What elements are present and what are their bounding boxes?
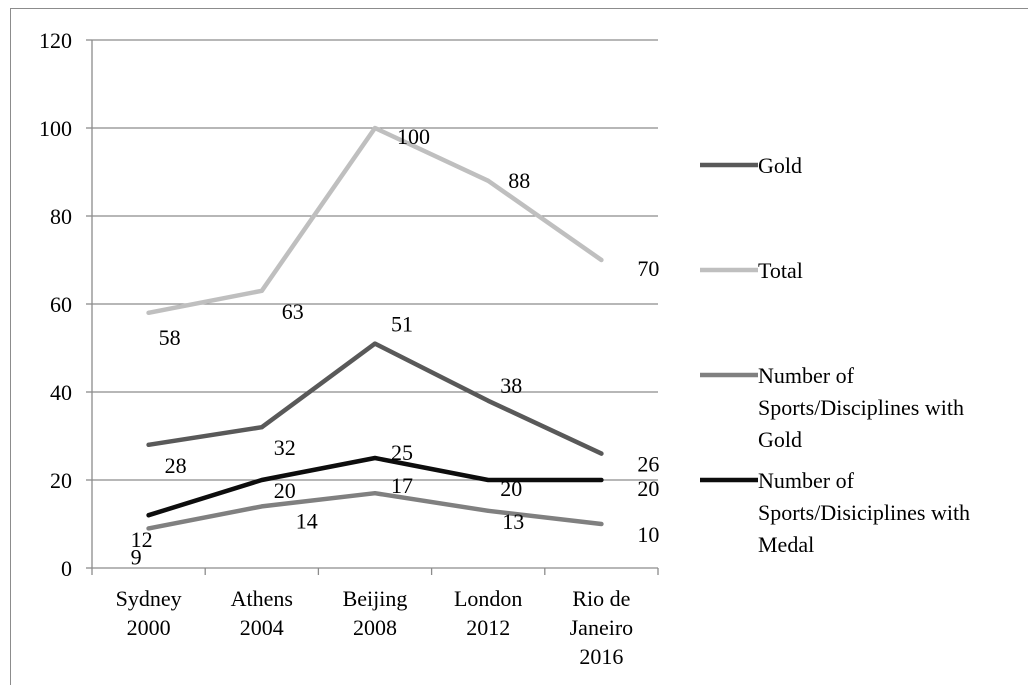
data-label: 10 <box>637 522 659 547</box>
data-label: 51 <box>391 312 413 337</box>
data-label: 88 <box>508 168 530 193</box>
data-point <box>373 491 377 496</box>
data-label: 58 <box>159 325 181 350</box>
data-label: 32 <box>274 435 296 460</box>
data-point <box>599 258 604 262</box>
series-line <box>146 125 604 316</box>
legend-label: Total <box>758 258 803 283</box>
data-label: 20 <box>274 478 296 503</box>
data-label: 20 <box>500 476 522 501</box>
data-point <box>486 178 491 183</box>
data-label: 100 <box>397 124 430 149</box>
data-point <box>146 442 151 447</box>
data-label: 13 <box>502 509 524 534</box>
axes <box>86 39 659 575</box>
data-point <box>599 522 604 526</box>
data-label: 26 <box>637 452 659 477</box>
x-tick-label: Beijing 2008 <box>343 586 408 640</box>
tick-labels: 0 20 40 60 80 100 120 Sydney 2000 Athens 2004 Beiji… <box>39 28 633 669</box>
y-tick-label: 60 <box>50 292 72 317</box>
x-tick-label: London 2012 <box>454 586 522 640</box>
data-point <box>486 508 491 513</box>
chart-frame <box>10 8 1028 685</box>
y-tick-label: 120 <box>39 28 72 53</box>
y-tick-label: 0 <box>61 556 72 581</box>
data-point <box>486 478 491 482</box>
data-point <box>259 478 264 482</box>
data-point <box>259 288 264 293</box>
x-tick-label: Sydney 2000 <box>116 586 182 640</box>
gridlines <box>92 39 658 481</box>
series-line <box>146 490 604 531</box>
data-point <box>146 513 151 518</box>
data-point <box>373 341 377 346</box>
series-line <box>146 455 604 518</box>
data-point <box>373 456 377 460</box>
x-tick-label: Athens 2004 <box>231 586 293 640</box>
y-tick-label: 40 <box>50 380 72 405</box>
data-label: 70 <box>637 256 659 281</box>
data-point <box>259 425 264 430</box>
data-point <box>146 310 151 315</box>
legend-label: Gold <box>758 153 802 178</box>
legend-label: Number of Sports/Disiciplines with Medal <box>758 468 970 557</box>
data-label: 63 <box>282 299 304 324</box>
y-tick-label: 100 <box>39 116 72 141</box>
series-line <box>146 341 604 456</box>
data-label: 25 <box>391 440 413 465</box>
data-labels: 28 32 51 38 26 58 63 100 88 70 9 14 17 13 10 12 20 25 20 20 <box>131 124 660 569</box>
data-label: 14 <box>296 508 318 533</box>
data-label: 12 <box>131 527 153 552</box>
series-lines <box>146 125 604 531</box>
data-point <box>486 398 491 403</box>
data-point <box>599 478 604 482</box>
data-label: 38 <box>500 373 522 398</box>
legend: Gold Total Number of Sports/Disciplines wit… <box>700 153 970 557</box>
data-label: 20 <box>637 476 659 501</box>
data-point <box>373 126 377 130</box>
x-tick-label: Rio de Janeiro 2016 <box>570 586 634 669</box>
data-label: 28 <box>165 453 187 478</box>
y-tick-label: 20 <box>50 468 72 493</box>
y-tick-label: 80 <box>50 204 72 229</box>
legend-label: Number of Sports/Disciplines with Gold <box>758 363 964 452</box>
data-point <box>146 526 151 531</box>
data-label: 9 <box>131 544 142 569</box>
data-point <box>259 504 264 509</box>
data-label: 17 <box>391 473 413 498</box>
data-point <box>599 451 604 456</box>
